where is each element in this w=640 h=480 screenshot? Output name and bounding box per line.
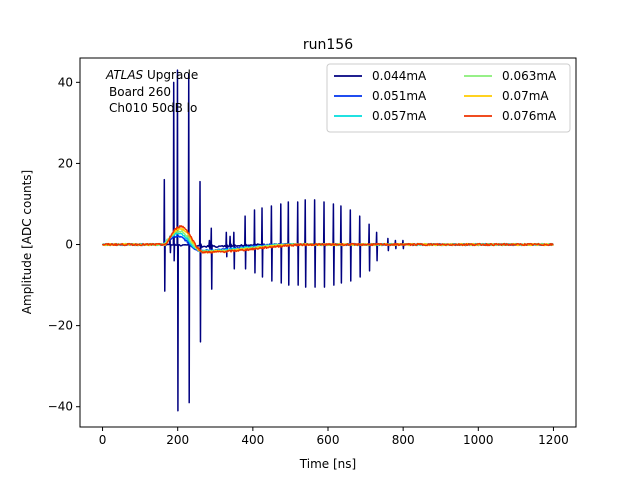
- series-line-5: [101, 224, 554, 254]
- annotation-upgrade: Upgrade: [143, 68, 198, 82]
- legend-label: 0.076mA: [502, 109, 557, 123]
- legend-label: 0.044mA: [372, 69, 427, 83]
- x-tick-label: 800: [392, 433, 415, 447]
- legend: 0.044mA 0.051mA 0.057mA 0.063mA 0.07mA 0.076m…: [326, 63, 571, 133]
- annotation-line-2: Board 260: [109, 85, 171, 99]
- x-tick-label: 1200: [538, 433, 569, 447]
- y-tick-label: 0: [65, 238, 73, 252]
- y-tick-label: −40: [48, 400, 73, 414]
- x-tick-label: 1000: [463, 433, 494, 447]
- legend-label: 0.051mA: [372, 89, 427, 103]
- annotation-line-3: Ch010 50dB lo: [109, 101, 197, 115]
- x-tick-label: 600: [317, 433, 340, 447]
- x-tick-label: 200: [166, 433, 189, 447]
- legend-label: 0.057mA: [372, 109, 427, 123]
- x-axis-label: Time [ns]: [299, 457, 356, 471]
- y-tick-label: 40: [58, 75, 73, 89]
- y-axis: −40 −20 0 20 40: [48, 75, 80, 414]
- legend-box: [326, 63, 571, 133]
- atlas-annotation: ATLAS Upgrade Board 260 Ch010 50dB lo: [105, 68, 198, 115]
- annotation-atlas: ATLAS: [105, 68, 144, 82]
- chart-title: run156: [303, 37, 353, 53]
- annotation-line-1: ATLAS Upgrade: [105, 68, 198, 82]
- plot-content: [101, 69, 554, 412]
- y-axis-label: Amplitude [ADC counts]: [20, 170, 34, 314]
- x-tick-label: 0: [99, 433, 107, 447]
- x-axis: 0 200 400 600 800 1000 1200: [99, 427, 569, 447]
- y-tick-label: 20: [58, 156, 73, 170]
- legend-label: 0.07mA: [502, 89, 549, 103]
- legend-label: 0.063mA: [502, 69, 557, 83]
- x-tick-label: 400: [241, 433, 264, 447]
- y-tick-label: −20: [48, 319, 73, 333]
